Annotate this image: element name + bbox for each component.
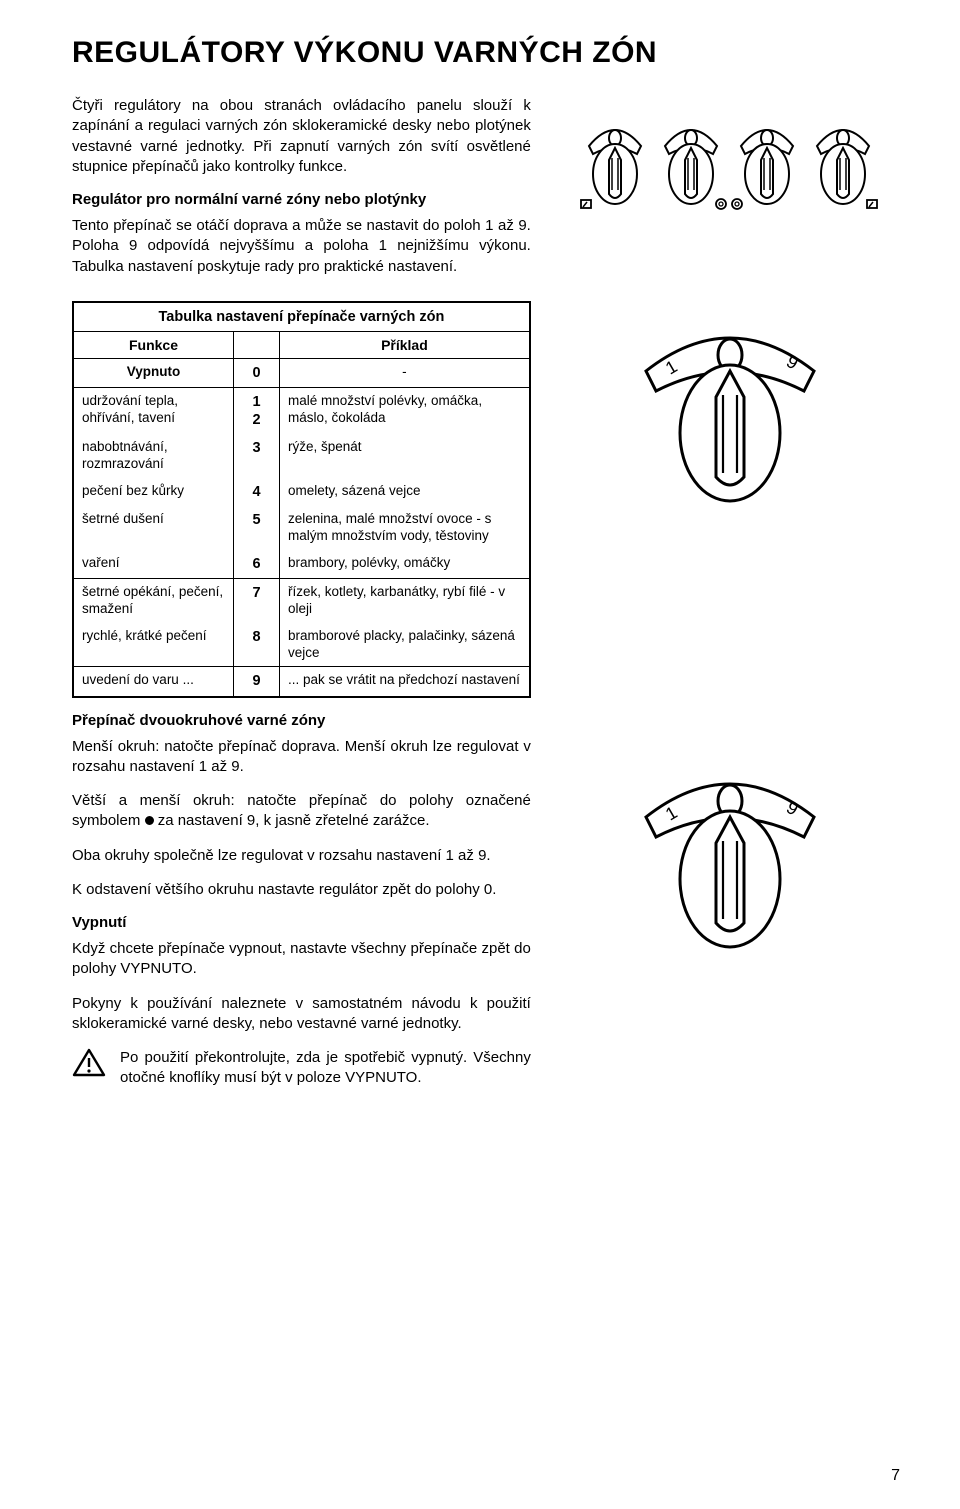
- section2-p2b: za nastavení 9, k jasně zřetelné zarážce…: [154, 812, 430, 829]
- table-cell-num: 12: [234, 388, 280, 434]
- section2-p4: K odstavení většího okruhu nastavte regu…: [72, 880, 531, 900]
- table-cell-num: 7: [234, 579, 280, 623]
- big-knob-figure-2: 1 9: [561, 755, 900, 955]
- table-cell-num: 3: [234, 434, 280, 478]
- table-cell-func: pečení bez kůrky: [74, 478, 234, 506]
- intro-paragraph: Čtyři regulátory na obou stranách ovláda…: [72, 96, 531, 177]
- table-row: pečení bez kůrky4omelety, sázená vejce: [74, 478, 529, 506]
- table-head-func: Funkce: [74, 332, 234, 358]
- section2-p2: Větší a menší okruh: natočte přepínač do…: [72, 791, 531, 832]
- table-cell-ex: malé množství polévky, omáčka, máslo, čo…: [280, 388, 529, 434]
- section2-p3: Oba okruhy společně lze regulovat v rozs…: [72, 846, 531, 866]
- table-cell-ex: brambory, polévky, omáčky: [280, 550, 529, 578]
- table-cell-num: 6: [234, 550, 280, 578]
- table-cell-num: 5: [234, 506, 280, 550]
- table-row: Vypnuto0-: [74, 359, 529, 388]
- table-cell-ex: ... pak se vrátit na předchozí nastavení: [280, 667, 529, 695]
- table-row: vaření6brambory, polévky, omáčky: [74, 550, 529, 579]
- table-cell-num: 9: [234, 667, 280, 695]
- table-cell-func: šetrné dušení: [74, 506, 234, 550]
- table-row: šetrné opékání, pečení, smažení7řízek, k…: [74, 579, 529, 623]
- table-row: udržování tepla, ohřívání, tavení12malé …: [74, 388, 529, 434]
- warning-icon: [72, 1048, 106, 1078]
- page-number: 7: [891, 1467, 900, 1485]
- table-row: nabobtnávání, rozmrazování3rýže, špenát: [74, 434, 529, 478]
- table-cell-ex: rýže, špenát: [280, 434, 529, 478]
- table-head-ex: Příklad: [280, 332, 529, 358]
- warning-block: Po použití překontrolujte, zda je spotře…: [72, 1048, 531, 1089]
- table-cell-ex: bramborové placky, palačinky, sázená vej…: [280, 623, 529, 667]
- warning-text: Po použití překontrolujte, zda je spotře…: [120, 1048, 531, 1089]
- table-cell-ex: -: [280, 359, 529, 387]
- section2-heading: Přepínač dvouokruhové varné zóny: [72, 712, 900, 729]
- section3-p1: Když chcete přepínače vypnout, nastavte …: [72, 939, 531, 980]
- settings-table: Tabulka nastavení přepínače varných zón …: [72, 301, 531, 698]
- table-cell-func: Vypnuto: [74, 359, 234, 387]
- table-cell-func: nabobtnávání, rozmrazování: [74, 434, 234, 478]
- table-cell-func: vaření: [74, 550, 234, 578]
- section3-heading: Vypnutí: [72, 914, 531, 931]
- section2-p1: Menší okruh: natočte přepínač doprava. M…: [72, 737, 531, 778]
- table-title: Tabulka nastavení přepínače varných zón: [74, 303, 529, 332]
- section3-p2: Pokyny k používání naleznete v samostatn…: [72, 994, 531, 1035]
- intro-row: Čtyři regulátory na obou stranách ovláda…: [72, 96, 900, 291]
- knob-panel-figure: [561, 102, 900, 227]
- table-cell-func: šetrné opékání, pečení, smažení: [74, 579, 234, 623]
- table-row: uvedení do varu ...9... pak se vrátit na…: [74, 667, 529, 695]
- section1-paragraph: Tento přepínač se otáčí doprava a může s…: [72, 216, 531, 277]
- table-cell-func: udržování tepla, ohřívání, tavení: [74, 388, 234, 434]
- dual-circuit-symbol-icon: [145, 816, 154, 825]
- big-knob-figure-1: 1 9: [561, 309, 900, 509]
- table-head-num: [234, 332, 280, 358]
- table-cell-ex: zelenina, malé množství ovoce - s malým …: [280, 506, 529, 550]
- table-row: Tabulka nastavení přepínače varných zón …: [72, 291, 900, 708]
- table-cell-num: 8: [234, 623, 280, 667]
- section1-heading: Regulátor pro normální varné zóny nebo p…: [72, 191, 531, 208]
- table-row: rychlé, krátké pečení8bramborové placky,…: [74, 623, 529, 668]
- table-cell-func: uvedení do varu ...: [74, 667, 234, 695]
- table-header: Funkce Příklad: [74, 332, 529, 359]
- table-cell-ex: omelety, sázená vejce: [280, 478, 529, 506]
- table-cell-func: rychlé, krátké pečení: [74, 623, 234, 667]
- section2-row: Menší okruh: natočte přepínač doprava. M…: [72, 737, 900, 1089]
- table-row: šetrné dušení5zelenina, malé množství ov…: [74, 506, 529, 550]
- table-cell-num: 0: [234, 359, 280, 387]
- table-cell-ex: řízek, kotlety, karbanátky, rybí filé - …: [280, 579, 529, 623]
- table-cell-num: 4: [234, 478, 280, 506]
- page-title: REGULÁTORY VÝKONU VARNÝCH ZÓN: [72, 36, 900, 70]
